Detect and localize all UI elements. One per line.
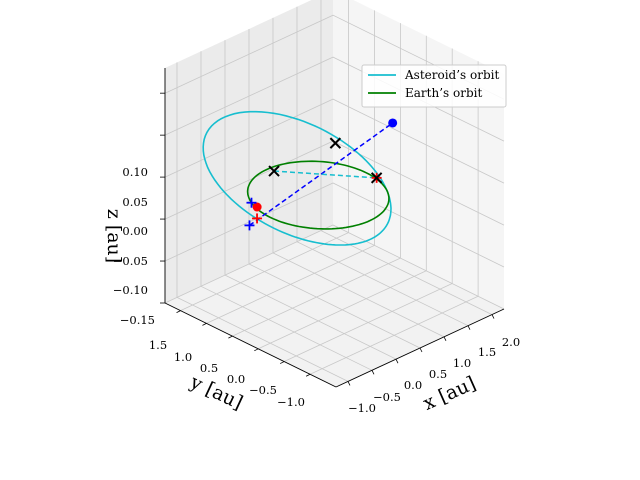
plus-marker — [246, 197, 257, 208]
y-tick-label: −0.5 — [249, 383, 277, 397]
x-tick-mark — [467, 325, 471, 330]
x-tick-label: 1.5 — [478, 345, 496, 359]
x-tick-label: 0.5 — [429, 367, 447, 381]
y-tick-label: 1.0 — [174, 350, 192, 364]
y-tick-label: −1.0 — [277, 395, 305, 409]
plus-marker — [252, 213, 263, 224]
z-tick-label: 0.00 — [122, 224, 148, 238]
z-grid-line — [164, 182, 505, 268]
dot-marker — [252, 202, 262, 212]
x-tick-labels: −1.0 −0.5 0.0 0.5 1.0 1.5 2.0 — [348, 335, 520, 415]
plus-marker — [244, 220, 255, 231]
x-tick-mark — [395, 358, 399, 364]
x-tick-mark — [371, 370, 375, 375]
z-tick-label: −0.05 — [113, 254, 148, 268]
x-tick-label: −1.0 — [348, 401, 376, 415]
y-tick-label: 0.5 — [200, 361, 218, 375]
y-tick-mark — [202, 323, 207, 326]
cross-marker-b — [329, 137, 342, 149]
tick-marks — [160, 92, 495, 386]
y-tick-mark — [254, 348, 259, 352]
x-tick-mark — [443, 336, 447, 342]
x-tick-label: −0.5 — [373, 390, 401, 404]
dashed-segment — [249, 122, 394, 226]
cross-marker — [370, 172, 383, 184]
connector-segments — [249, 122, 394, 226]
y-tick-mark — [228, 335, 233, 339]
x-tick-mark — [347, 381, 351, 386]
x-tick-label: 2.0 — [502, 335, 520, 349]
y-tick-label: 0.0 — [227, 372, 245, 386]
z-grid-line — [164, 56, 505, 142]
position-markers — [244, 118, 398, 231]
orbit-lines — [202, 110, 392, 246]
cross-marker-b — [268, 165, 280, 177]
z-tick-label: 0.10 — [122, 165, 148, 179]
x-tick-label: 0.0 — [404, 378, 422, 392]
cross-marker — [329, 137, 342, 149]
y-tick-labels: 1.5 1.0 0.5 0.0 −0.5 −1.0 — [149, 338, 305, 409]
dot-marker — [388, 118, 398, 128]
z-tick-label: −0.15 — [120, 313, 155, 327]
y-tick-mark — [176, 310, 181, 313]
legend: Asteroid’s orbit Earth’s orbit — [361, 64, 507, 108]
legend-label-earth: Earth’s orbit — [405, 86, 482, 100]
z-axis-label: z [au] — [103, 209, 125, 263]
y-tick-label: 1.5 — [149, 338, 167, 352]
cross-marker — [268, 165, 280, 177]
z-tick-labels: 0.10 0.05 0.00 −0.05 −0.10 −0.15 — [113, 165, 155, 327]
cross-marker-b — [370, 172, 383, 184]
grid-lines — [164, 0, 505, 382]
z-tick-label: −0.10 — [113, 283, 148, 297]
x-tick-label: 1.0 — [453, 356, 471, 370]
y-tick-mark — [280, 361, 285, 364]
z-grid-line — [164, 224, 505, 310]
x-tick-mark — [491, 314, 495, 319]
y-axis-line — [164, 302, 337, 388]
z-grid-line — [164, 98, 505, 184]
y-tick-mark — [305, 373, 311, 377]
legend-frame — [361, 64, 507, 108]
legend-label-asteroid: Asteroid’s orbit — [404, 68, 499, 82]
x-tick-mark — [419, 347, 423, 353]
earth-orbit-line — [246, 160, 390, 230]
dashed-segment — [273, 170, 377, 179]
z-tick-label: 0.05 — [122, 195, 148, 209]
